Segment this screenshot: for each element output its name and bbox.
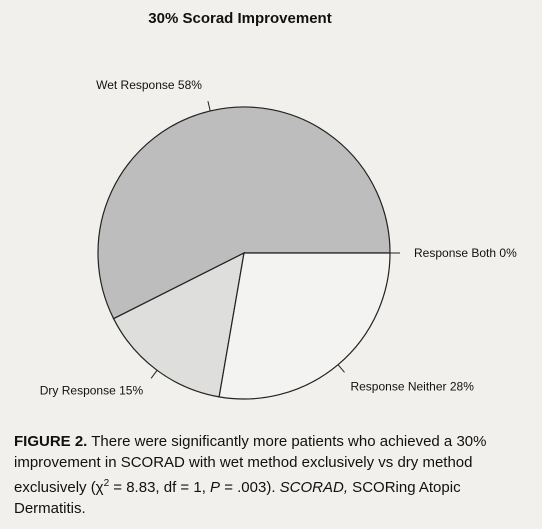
caption-p-symbol: P	[210, 479, 221, 496]
caption-text-2: = 8.83, df = 1,	[109, 479, 211, 496]
slice-labels: Response Both 0% Wet Response 58% Dry Resp…	[40, 78, 517, 397]
caption-text-4: SCORing Atopic Dermatitis.	[14, 479, 461, 517]
leader-line-response-neither	[337, 364, 345, 373]
caption-text-3: = .003).	[220, 479, 280, 496]
pie-chart: Response Both 0% Wet Response 58% Dry Resp…	[40, 78, 517, 400]
slice-label-response-both: Response Both 0%	[414, 246, 517, 260]
caption-superscript: 2	[103, 478, 110, 489]
caption-figure-label: FIGURE 2.	[14, 433, 88, 450]
figure-caption: FIGURE 2. There were significantly more …	[14, 431, 529, 519]
slice-label-dry-response: Dry Response 15%	[40, 383, 144, 397]
pie-slice-dry-response	[112, 251, 245, 398]
pie-slice-wet-response	[97, 106, 391, 320]
caption-text-1: There were significantly more patients w…	[14, 433, 487, 496]
chart-title: 30% Scorad Improvement	[148, 10, 332, 27]
leader-line-wet-response	[207, 101, 211, 112]
slice-label-wet-response: Wet Response 58%	[96, 78, 202, 92]
label-leader-lines	[150, 101, 400, 379]
leader-line-dry-response	[150, 370, 158, 379]
pie-slices	[97, 106, 391, 400]
pie-slice-response-neither	[218, 252, 391, 400]
caption-abbreviation: SCORAD,	[279, 479, 349, 496]
slice-label-response-neither: Response Neither 28%	[350, 379, 474, 393]
